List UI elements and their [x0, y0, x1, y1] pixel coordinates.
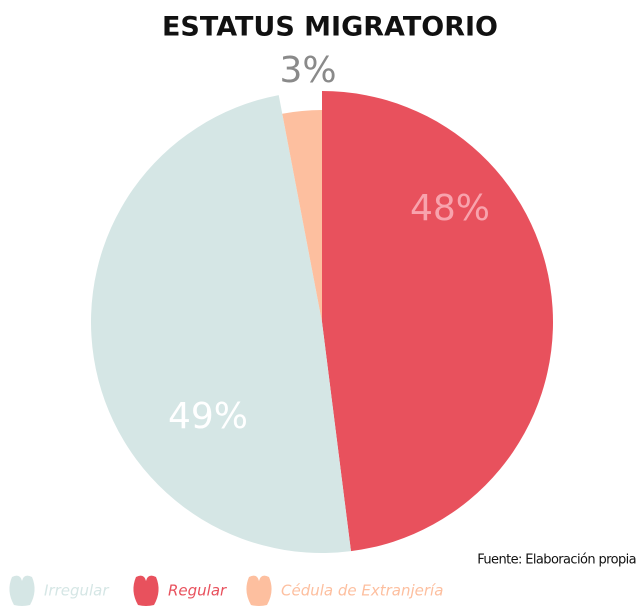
pie-slice [91, 95, 351, 553]
data-label: 48% [410, 188, 490, 229]
legend-label: Regular [168, 582, 227, 600]
pie-slice [282, 110, 322, 322]
pie-slice [322, 91, 554, 552]
legend-swatch [246, 575, 272, 606]
legend-label: Irregular [44, 582, 109, 600]
source-note: Fuente: Elaboración propia [477, 553, 636, 568]
legend-label: Cédula de Extranjería [281, 582, 443, 600]
legend-swatch [133, 575, 159, 606]
data-label: 49% [168, 396, 248, 437]
legend-swatch [9, 575, 35, 606]
data-label: 3% [279, 50, 336, 91]
chart-title: ESTATUS MIGRATORIO [162, 12, 498, 43]
